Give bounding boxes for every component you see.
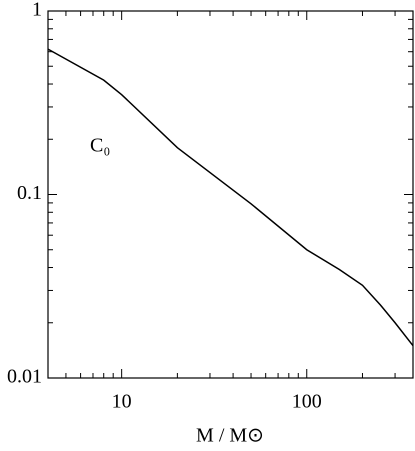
data-line — [47, 48, 414, 347]
y-tick-label: 0.01 — [7, 366, 42, 388]
x-tick-label: 10 — [112, 391, 132, 413]
annotation: C₀ — [90, 135, 110, 157]
y-tick-label: 0.1 — [17, 182, 42, 204]
x-tick-label: 100 — [292, 391, 322, 413]
x-axis-label: M / M⊙ — [196, 425, 264, 447]
plot-frame — [47, 10, 414, 379]
y-tick-label: 1 — [32, 0, 42, 21]
